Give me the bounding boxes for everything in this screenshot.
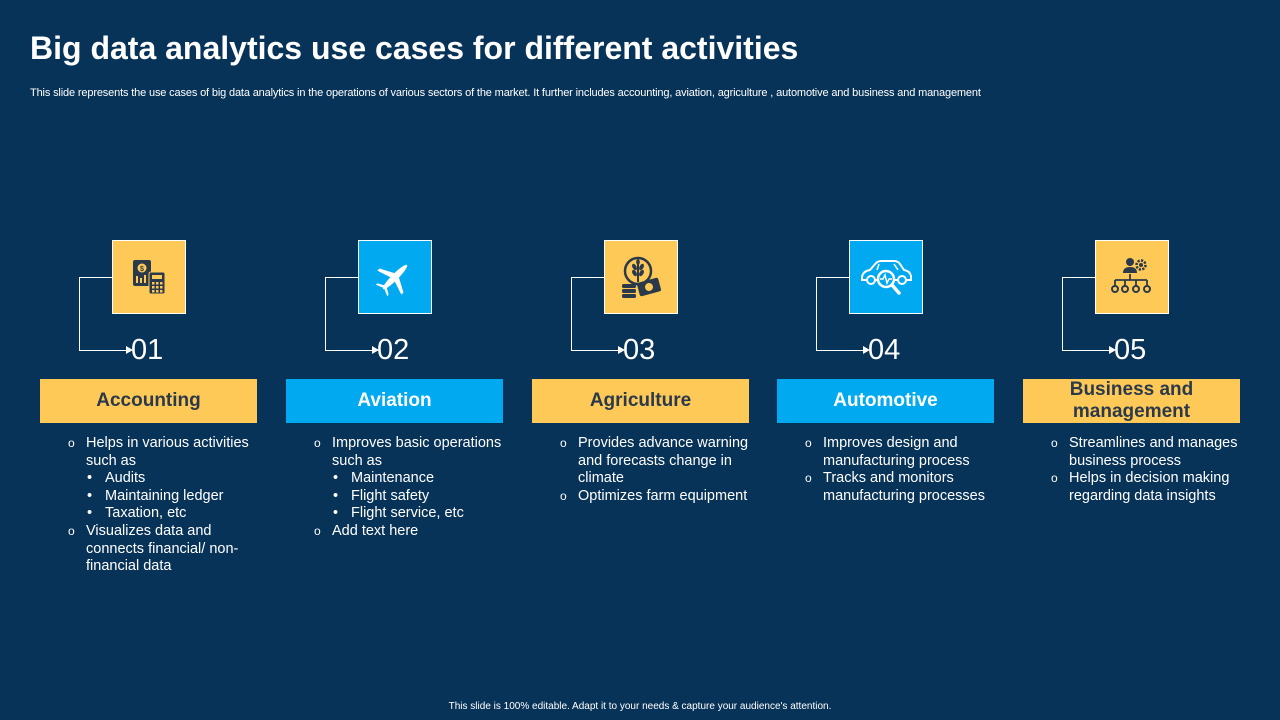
step-number: 03 (623, 334, 656, 366)
page-subtitle: This slide represents the use cases of b… (30, 87, 981, 99)
bullet-list: Helps in various activities such as Audi… (68, 435, 258, 576)
connector-line (571, 277, 604, 351)
card-label-text: Business and management (1069, 379, 1194, 422)
arrow-icon (618, 346, 625, 354)
arrow-icon (863, 346, 870, 354)
footer-note: This slide is 100% editable. Adapt it to… (448, 701, 832, 712)
svg-text:$: $ (140, 266, 144, 273)
list-item: Maintaining ledger (68, 488, 258, 506)
list-item: Provides advance warning and forecasts c… (560, 435, 750, 488)
bullet-list: Streamlines and manages business process… (1051, 435, 1241, 505)
card-label: Business and management (1023, 379, 1240, 423)
list-item: Tracks and monitors manufacturing proces… (805, 470, 995, 505)
list-item: Improves design and manufacturing proces… (805, 435, 995, 470)
step-number: 05 (1114, 334, 1147, 366)
card-business-management: 05 Business and management Streamlines a… (1023, 240, 1241, 600)
bullet-list: Improves basic operations such as Mainte… (314, 435, 504, 541)
list-item: Flight safety (314, 488, 504, 506)
list-item: Add text here (314, 523, 504, 541)
connector-line (571, 350, 619, 351)
list-item: Flight service, etc (314, 505, 504, 523)
list-item: Optimizes farm equipment (560, 488, 750, 506)
connector-line (325, 350, 373, 351)
card-label: Aviation (286, 379, 503, 423)
connector-line (1062, 277, 1095, 351)
card-aviation: 02 Aviation Improves basic operations su… (286, 240, 504, 600)
connector-line (79, 350, 127, 351)
card-label: Accounting (40, 379, 257, 423)
list-item: Streamlines and manages business process (1051, 435, 1241, 470)
card-label: Agriculture (532, 379, 749, 423)
connector-line (816, 277, 849, 351)
connector-line (1062, 350, 1110, 351)
arrow-icon (126, 346, 133, 354)
finance-document-calculator-icon: $ (112, 240, 186, 314)
step-number: 02 (377, 334, 410, 366)
card-agriculture: 03 Agriculture Provides advance warning … (532, 240, 750, 600)
car-inspection-icon (849, 240, 923, 314)
list-item: Improves basic operations such as (314, 435, 504, 470)
list-item: Visualizes data and connects financial/ … (68, 523, 258, 576)
card-accounting: $ 01 Accounting Helps in various activit… (40, 240, 258, 600)
bullet-list: Improves design and manufacturing proces… (805, 435, 995, 505)
connector-line (325, 277, 358, 351)
arrow-icon (372, 346, 379, 354)
connector-line (79, 277, 112, 351)
connector-line (816, 350, 864, 351)
card-automotive: 04 Automotive Improves design and manufa… (777, 240, 995, 600)
list-item: Maintenance (314, 470, 504, 488)
list-item: Helps in various activities such as (68, 435, 258, 470)
list-item: Helps in decision making regarding data … (1051, 470, 1241, 505)
wheat-money-icon (604, 240, 678, 314)
organization-gear-icon (1095, 240, 1169, 314)
bullet-list: Provides advance warning and forecasts c… (560, 435, 750, 505)
list-item: Taxation, etc (68, 505, 258, 523)
card-label: Automotive (777, 379, 994, 423)
arrow-icon (1109, 346, 1116, 354)
step-number: 01 (131, 334, 164, 366)
list-item: Audits (68, 470, 258, 488)
page-title: Big data analytics use cases for differe… (30, 30, 799, 66)
step-number: 04 (868, 334, 901, 366)
airplane-icon (358, 240, 432, 314)
